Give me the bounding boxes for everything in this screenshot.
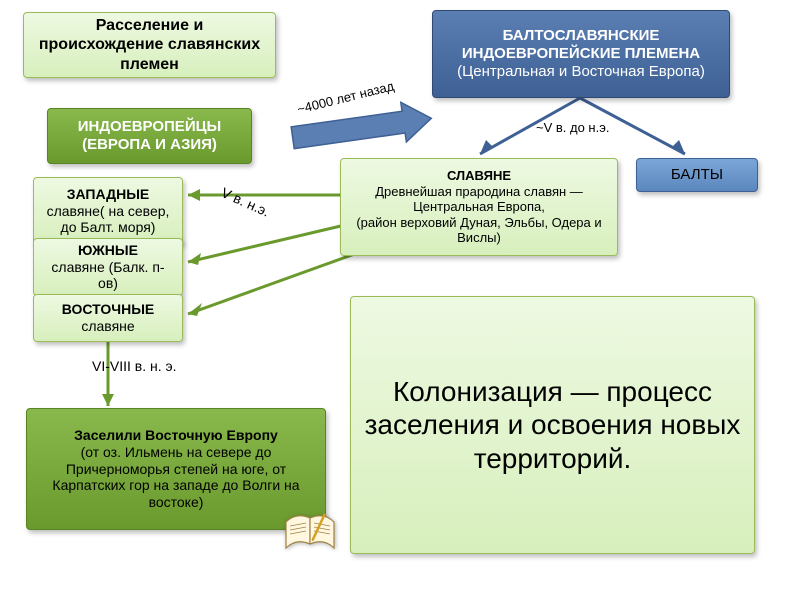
box-western-slavs: ЗАПАДНЫЕ славяне( на север, до Балт. мор… — [33, 177, 183, 245]
line: (от оз. Ильмень на севере до Причерномор… — [37, 444, 315, 511]
label-6-8ad: VI-VIII в. н. э. — [92, 358, 177, 374]
box-title-text: Расселение и происхождение славянских пл… — [34, 16, 265, 74]
line: ВОСТОЧНЫЕ — [44, 301, 172, 318]
line: ИНДОЕВРОПЕЙЦЫ — [58, 118, 241, 136]
line: Заселили Восточную Европу — [37, 427, 315, 444]
line: славяне( на север, до Балт. моря) — [44, 203, 172, 237]
box-settled-east-europe: Заселили Восточную Европу (от оз. Ильмен… — [26, 408, 326, 530]
line: славяне — [44, 318, 172, 335]
line: Колонизация — процесс заселения и освоен… — [361, 375, 744, 476]
box-title: Расселение и происхождение славянских пл… — [23, 12, 276, 78]
line: ИНДОЕВРОПЕЙСКИЕ ПЛЕМЕНА — [443, 45, 719, 63]
line: БАЛТОСЛАВЯНСКИЕ — [443, 27, 719, 45]
line: (Центральная и Восточная Европа) — [443, 63, 719, 81]
line: Древнейшая прародина славян — Центральна… — [351, 184, 607, 215]
box-southern-slavs: ЮЖНЫЕ славяне (Балк. п-ов) — [33, 238, 183, 296]
line: (район верховий Дуная, Эльбы, Одера и Ви… — [351, 215, 607, 246]
line: славяне (Балк. п-ов) — [44, 259, 172, 293]
book-icon — [282, 508, 338, 558]
box-slavyane: СЛАВЯНЕ Древнейшая прародина славян — Це… — [340, 158, 618, 256]
box-indoeuro: ИНДОЕВРОПЕЙЦЫ (ЕВРОПА И АЗИЯ) — [47, 108, 252, 164]
line: СЛАВЯНЕ — [351, 168, 607, 184]
box-balty: БАЛТЫ — [636, 158, 758, 192]
line: БАЛТЫ — [647, 166, 747, 184]
line: ЮЖНЫЕ — [44, 242, 172, 259]
line: (ЕВРОПА И АЗИЯ) — [58, 136, 241, 154]
line: ЗАПАДНЫЕ — [44, 186, 172, 203]
box-colonization-definition: Колонизация — процесс заселения и освоен… — [350, 296, 755, 554]
box-baltoslav: БАЛТОСЛАВЯНСКИЕ ИНДОЕВРОПЕЙСКИЕ ПЛЕМЕНА … — [432, 10, 730, 98]
box-eastern-slavs: ВОСТОЧНЫЕ славяне — [33, 294, 183, 342]
label-5bc: ~V в. до н.э. — [536, 120, 609, 135]
